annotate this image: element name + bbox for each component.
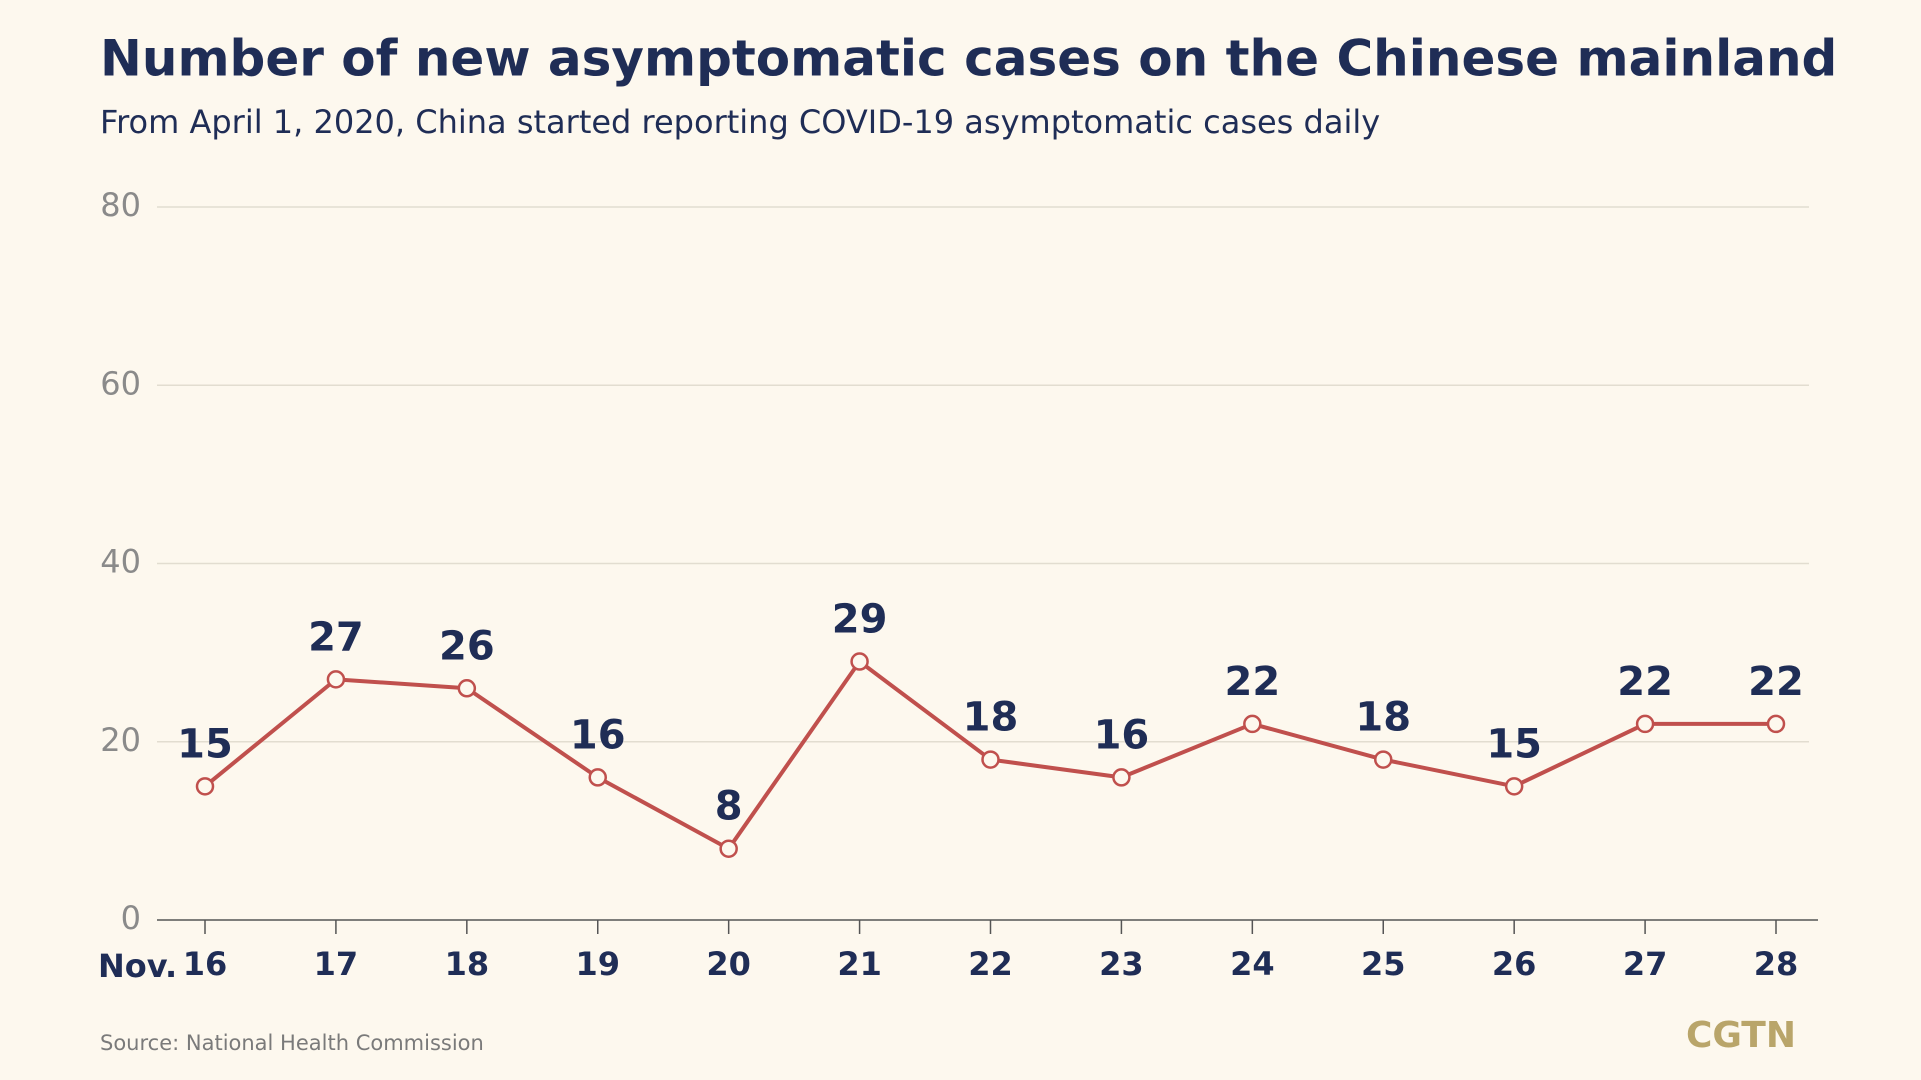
x-tick-label: 28 <box>1754 945 1799 983</box>
chart-subtitle: From April 1, 2020, China started report… <box>100 103 1380 141</box>
y-tick-label: 60 <box>100 364 141 402</box>
data-point <box>719 839 738 858</box>
data-label: 22 <box>1617 659 1673 705</box>
x-tick-label: 17 <box>314 945 359 983</box>
data-label: 15 <box>177 721 233 767</box>
data-point <box>1635 714 1655 734</box>
x-tick-label: 25 <box>1361 945 1406 983</box>
x-tick-label: 18 <box>445 945 490 983</box>
data-point <box>850 652 869 671</box>
source: Source: National Health Commission <box>100 1031 484 1055</box>
x-tick-label: 23 <box>1099 945 1144 983</box>
data-label: 29 <box>832 597 888 643</box>
data-label: 27 <box>308 614 364 660</box>
x-tick-label: 16 <box>183 945 228 983</box>
data-label: 22 <box>1224 659 1280 705</box>
x-tick-label: 26 <box>1492 945 1537 983</box>
x-axis-label: Nov. <box>98 947 177 985</box>
data-label: 22 <box>1748 659 1804 705</box>
y-tick-label: 40 <box>100 543 141 581</box>
y-tick-label: 20 <box>100 721 141 759</box>
data-point <box>588 768 607 787</box>
data-label: 16 <box>1094 712 1150 758</box>
data-point <box>1243 714 1262 734</box>
x-tick-label: 24 <box>1230 945 1275 983</box>
data-point <box>1374 750 1393 769</box>
data-label: 8 <box>715 784 743 830</box>
data-point <box>1766 714 1786 734</box>
y-tick-label: 80 <box>100 186 141 224</box>
logo: CGTN <box>1686 1015 1796 1056</box>
y-tick-label: 0 <box>121 899 141 937</box>
data-label: 18 <box>1355 695 1411 741</box>
data-point <box>1112 768 1131 787</box>
x-tick-label: 22 <box>968 945 1013 983</box>
data-label: 16 <box>570 712 626 758</box>
data-label: 18 <box>963 695 1019 741</box>
data-point <box>1504 777 1524 796</box>
data-label: 26 <box>439 623 495 669</box>
x-tick-label: 19 <box>575 945 620 983</box>
x-tick-label: 27 <box>1623 945 1668 983</box>
data-point <box>326 670 346 689</box>
x-tick-label: 20 <box>706 945 751 983</box>
data-point <box>981 750 1000 769</box>
x-tick-label: 21 <box>837 945 882 983</box>
data-point <box>195 777 215 796</box>
data-label: 15 <box>1486 721 1542 767</box>
data-point <box>457 679 477 698</box>
chart-title: Number of new asymptomatic cases on the … <box>100 30 1837 88</box>
